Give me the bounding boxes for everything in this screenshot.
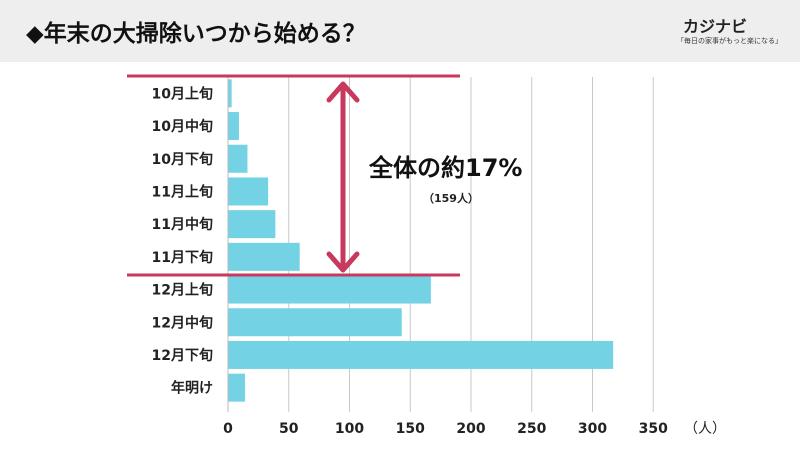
brand-logo: カジナビ xyxy=(683,17,748,36)
annotation-text: 全体の約17% xyxy=(368,154,522,182)
x-tick-label: 200 xyxy=(456,421,485,437)
bar xyxy=(228,308,402,337)
x-tick-label: 50 xyxy=(279,421,299,437)
x-tick-label: 100 xyxy=(335,421,364,437)
x-tick-label: 150 xyxy=(396,421,425,437)
category-label: 年明け xyxy=(171,380,213,397)
category-label: 11月上旬 xyxy=(152,183,213,200)
category-label: 12月下旬 xyxy=(152,347,213,364)
annotation-arrow-head-down xyxy=(326,251,360,273)
header-band xyxy=(0,0,800,62)
bar xyxy=(228,373,246,402)
bar xyxy=(228,144,248,173)
category-label: 10月下旬 xyxy=(152,151,213,168)
bar xyxy=(228,177,269,206)
bar xyxy=(228,112,239,141)
category-label: 10月上旬 xyxy=(152,85,213,102)
bar xyxy=(228,242,300,271)
bar xyxy=(228,79,232,108)
bar xyxy=(228,275,431,304)
x-axis-unit: （人） xyxy=(684,421,726,437)
x-tick-label: 0 xyxy=(223,421,233,437)
x-tick-label: 350 xyxy=(639,421,668,437)
page-title: ◆年末の大掃除いつから始める？ xyxy=(26,21,366,47)
category-label: 11月下旬 xyxy=(152,249,213,266)
x-tick-label: 300 xyxy=(578,421,607,437)
category-label: 10月中旬 xyxy=(152,118,213,135)
annotation-subtext: （159人） xyxy=(423,191,479,205)
category-label: 12月中旬 xyxy=(152,314,213,331)
category-label: 12月上旬 xyxy=(152,282,213,299)
category-label: 11月中旬 xyxy=(152,216,213,233)
annotation-arrow-head-up xyxy=(326,81,360,103)
brand-tagline: 「毎日の家事がもっと楽になる」 xyxy=(677,37,782,45)
bar xyxy=(228,340,614,369)
bar xyxy=(228,210,276,239)
x-tick-label: 250 xyxy=(517,421,546,437)
